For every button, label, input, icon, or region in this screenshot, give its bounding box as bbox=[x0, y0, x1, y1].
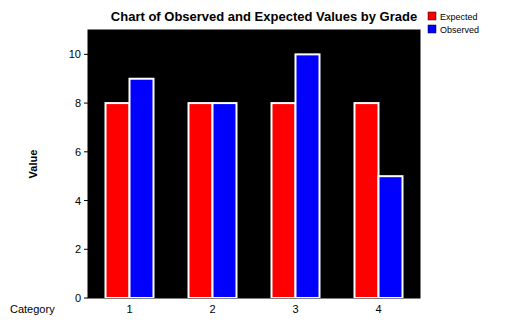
legend-swatch bbox=[428, 25, 436, 33]
y-tick-label: 10 bbox=[69, 48, 81, 60]
y-tick-label: 2 bbox=[75, 243, 81, 255]
page: {"chart_data": {"type": "bar", "title": … bbox=[0, 0, 507, 327]
y-tick-label: 6 bbox=[75, 146, 81, 158]
y-axis-label: Value bbox=[27, 150, 39, 179]
bar bbox=[355, 103, 379, 298]
y-tick-label: 8 bbox=[75, 97, 81, 109]
y-tick bbox=[84, 103, 88, 104]
legend-label: Observed bbox=[440, 25, 479, 35]
y-tick-label: 4 bbox=[75, 195, 81, 207]
bar bbox=[130, 79, 154, 298]
bar bbox=[106, 103, 130, 298]
legend-label: Expected bbox=[440, 12, 478, 22]
legend-swatch bbox=[428, 12, 436, 20]
y-tick bbox=[84, 54, 88, 55]
bar bbox=[272, 103, 296, 298]
x-tick-label: 1 bbox=[126, 303, 132, 315]
x-tick-label: 3 bbox=[292, 303, 298, 315]
x-tick-label: 2 bbox=[209, 303, 215, 315]
bar bbox=[189, 103, 213, 298]
chart-container: Chart of Observed and Expected Values by… bbox=[0, 0, 507, 327]
x-axis-label: Category bbox=[10, 303, 55, 315]
y-tick-label: 0 bbox=[75, 292, 81, 304]
bars bbox=[106, 54, 403, 298]
plot-area bbox=[88, 30, 420, 298]
title: Chart of Observed and Expected Values by… bbox=[111, 9, 417, 24]
y-tick bbox=[84, 151, 88, 152]
y-tick bbox=[84, 298, 88, 299]
y-tick bbox=[84, 200, 88, 201]
y-tick bbox=[84, 249, 88, 250]
bar bbox=[296, 54, 320, 298]
bar bbox=[379, 176, 403, 298]
x-tick-label: 4 bbox=[375, 303, 381, 315]
legend-box bbox=[425, 8, 502, 39]
legend: Expected Observed bbox=[425, 8, 502, 39]
chart-svg: Chart of Observed and Expected Values by… bbox=[0, 0, 507, 327]
bar bbox=[213, 103, 237, 298]
